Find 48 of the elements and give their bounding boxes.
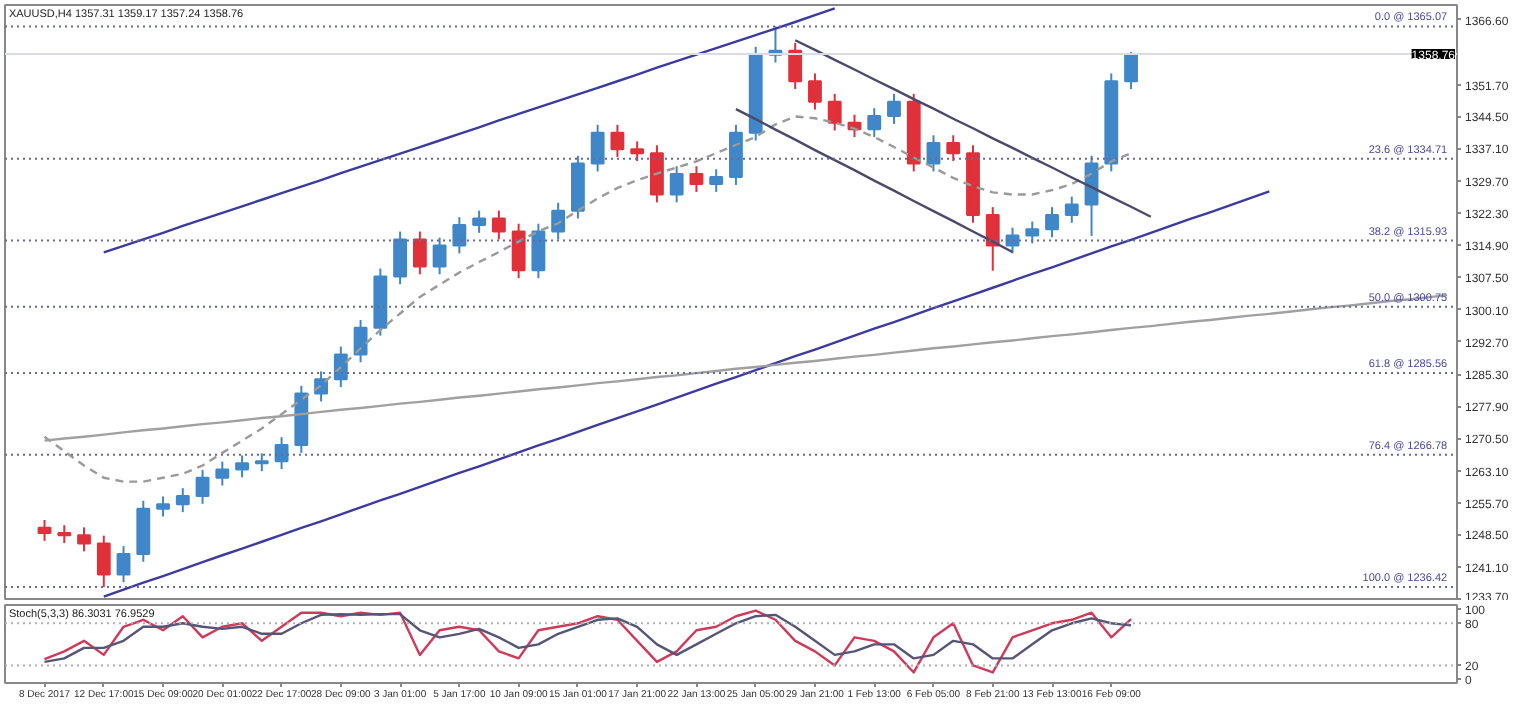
candlestick [1045,206,1059,239]
candlestick [570,154,585,220]
candlestick [472,209,487,234]
candlestick [432,236,447,276]
candlestick [491,209,506,241]
candlestick [274,436,289,470]
candlestick [689,165,704,193]
candlestick [511,222,526,280]
candlestick [37,518,52,542]
candlestick [729,123,743,186]
candlestick [926,134,941,173]
candlestick [669,165,684,204]
candlestick [393,230,408,286]
candlestick [1064,195,1079,224]
candlestick [116,545,131,584]
candlestick [175,487,190,514]
candlestick [946,134,961,162]
candlestick [235,454,249,479]
candlestick [156,495,170,518]
candlestick [77,526,91,553]
candlestick [452,216,467,255]
line-series [734,107,1014,254]
candlestick [531,222,546,280]
candlestick [788,41,803,91]
candlestick [1005,226,1020,255]
candlestick [1025,220,1040,245]
candlestick [630,140,645,162]
candlestick [136,499,151,563]
candlestick [96,534,111,589]
candlestick [867,107,882,139]
candlestick [887,92,901,125]
candlestick [314,370,329,403]
candlestick [827,92,842,132]
candlestick [709,168,724,193]
line-series [794,39,1152,218]
candlestick [353,318,368,364]
candlestick [1124,51,1138,91]
candlestick [412,230,427,276]
candlestick [610,123,625,159]
candlestick [333,345,348,389]
candlestick [551,201,566,241]
candlestick [808,72,822,111]
candlestick [590,123,605,173]
candlestick [985,206,1000,272]
candlestick [215,460,230,487]
line-series [102,190,1271,598]
candlestick [649,144,664,204]
candlestick [195,468,210,505]
